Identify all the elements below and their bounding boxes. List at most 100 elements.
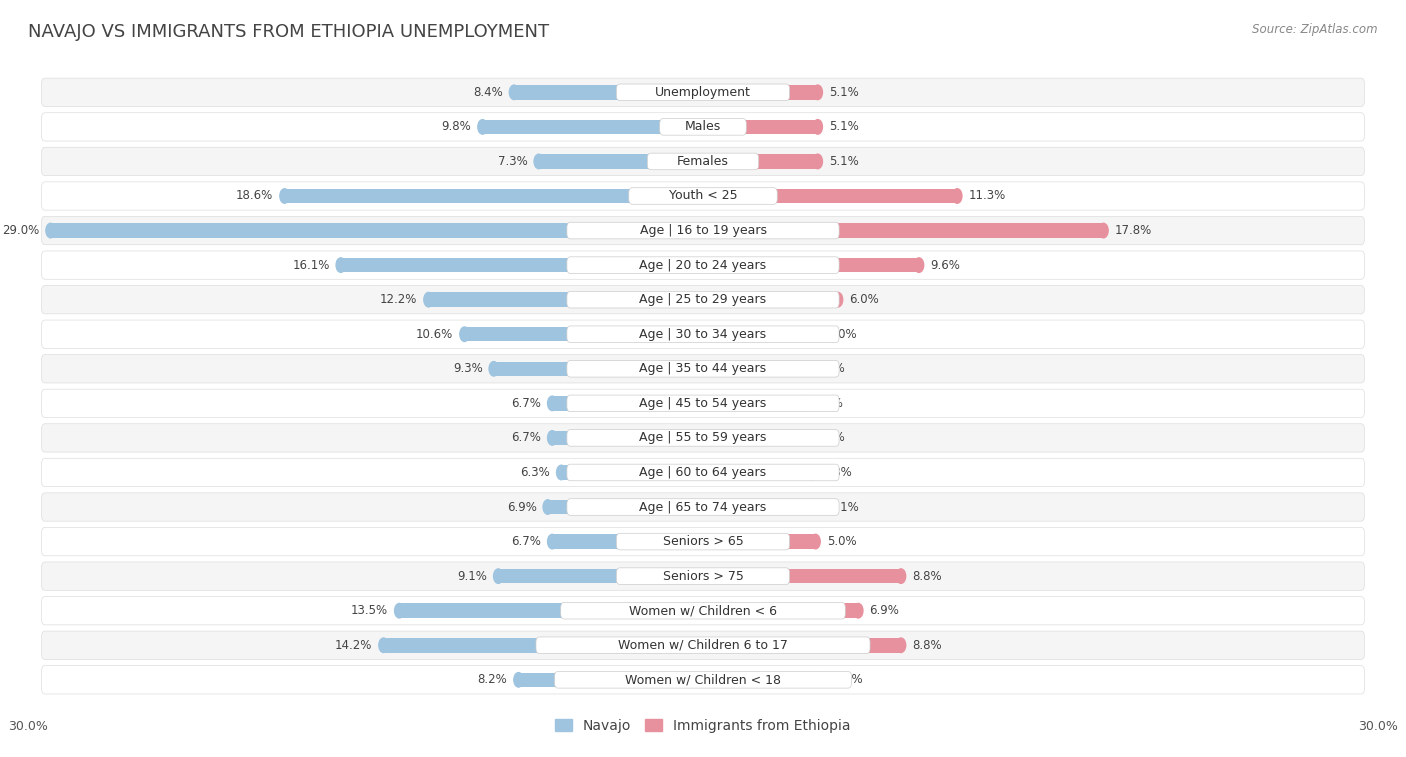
Text: 5.1%: 5.1% (830, 120, 859, 133)
Text: Age | 60 to 64 years: Age | 60 to 64 years (640, 466, 766, 479)
FancyBboxPatch shape (554, 671, 852, 688)
Text: 18.6%: 18.6% (236, 189, 273, 202)
Text: Youth < 25: Youth < 25 (669, 189, 737, 202)
Text: Age | 25 to 29 years: Age | 25 to 29 years (640, 293, 766, 306)
FancyBboxPatch shape (42, 493, 1364, 521)
Circle shape (797, 396, 807, 410)
FancyBboxPatch shape (616, 568, 790, 584)
Text: Males: Males (685, 120, 721, 133)
Text: NAVAJO VS IMMIGRANTS FROM ETHIOPIA UNEMPLOYMENT: NAVAJO VS IMMIGRANTS FROM ETHIOPIA UNEMP… (28, 23, 550, 41)
FancyBboxPatch shape (42, 528, 1364, 556)
FancyBboxPatch shape (42, 631, 1364, 659)
Text: 9.1%: 9.1% (457, 570, 486, 583)
FancyBboxPatch shape (42, 424, 1364, 452)
Circle shape (395, 603, 404, 618)
Circle shape (547, 534, 557, 549)
FancyBboxPatch shape (567, 464, 839, 481)
FancyBboxPatch shape (561, 603, 845, 619)
FancyBboxPatch shape (42, 78, 1364, 107)
Text: Women w/ Children 6 to 17: Women w/ Children 6 to 17 (619, 639, 787, 652)
Bar (553, 534, 703, 549)
Circle shape (817, 672, 827, 687)
Text: 10.6%: 10.6% (416, 328, 453, 341)
FancyBboxPatch shape (42, 251, 1364, 279)
Text: 9.3%: 9.3% (453, 363, 482, 375)
Text: 14.2%: 14.2% (335, 639, 373, 652)
Circle shape (280, 188, 290, 203)
Text: 5.1%: 5.1% (830, 86, 859, 99)
Bar (703, 638, 901, 653)
Circle shape (547, 431, 557, 445)
Circle shape (513, 672, 523, 687)
Bar (703, 500, 818, 514)
FancyBboxPatch shape (567, 360, 839, 377)
Circle shape (813, 154, 823, 169)
Circle shape (834, 292, 842, 307)
Circle shape (813, 120, 823, 134)
FancyBboxPatch shape (567, 257, 839, 273)
Text: 4.5%: 4.5% (815, 431, 845, 444)
Bar (284, 188, 703, 203)
Circle shape (1098, 223, 1108, 238)
Circle shape (509, 85, 519, 100)
Circle shape (914, 258, 924, 273)
Circle shape (811, 327, 820, 341)
Text: Women w/ Children < 18: Women w/ Children < 18 (626, 673, 780, 687)
Text: Seniors > 75: Seniors > 75 (662, 570, 744, 583)
Bar (703, 120, 818, 134)
Circle shape (489, 362, 499, 376)
Text: 5.1%: 5.1% (830, 155, 859, 168)
Bar (703, 672, 823, 687)
Bar (548, 500, 703, 514)
FancyBboxPatch shape (647, 153, 759, 170)
Bar (703, 154, 818, 169)
Circle shape (478, 120, 488, 134)
Bar (464, 327, 703, 341)
FancyBboxPatch shape (567, 326, 839, 342)
Bar (703, 466, 811, 480)
Bar (494, 362, 703, 376)
FancyBboxPatch shape (42, 665, 1364, 694)
FancyBboxPatch shape (567, 223, 839, 239)
FancyBboxPatch shape (42, 217, 1364, 245)
FancyBboxPatch shape (42, 285, 1364, 314)
Bar (703, 569, 901, 584)
FancyBboxPatch shape (536, 637, 870, 653)
Text: 6.0%: 6.0% (849, 293, 879, 306)
Text: 11.3%: 11.3% (969, 189, 1005, 202)
Bar (703, 431, 804, 445)
Bar (482, 120, 703, 134)
Text: Females: Females (678, 155, 728, 168)
FancyBboxPatch shape (42, 182, 1364, 210)
Circle shape (460, 327, 470, 341)
FancyBboxPatch shape (42, 597, 1364, 625)
Text: 8.4%: 8.4% (472, 86, 503, 99)
Circle shape (811, 534, 820, 549)
Bar (384, 638, 703, 653)
Circle shape (423, 292, 433, 307)
Text: 16.1%: 16.1% (292, 259, 329, 272)
Text: 29.0%: 29.0% (3, 224, 39, 237)
Bar (703, 85, 818, 100)
Circle shape (46, 223, 55, 238)
Circle shape (534, 154, 544, 169)
Circle shape (952, 188, 962, 203)
Circle shape (557, 466, 567, 480)
Text: Unemployment: Unemployment (655, 86, 751, 99)
Text: Age | 55 to 59 years: Age | 55 to 59 years (640, 431, 766, 444)
Text: Age | 65 to 74 years: Age | 65 to 74 years (640, 500, 766, 513)
Text: 6.3%: 6.3% (520, 466, 550, 479)
Text: 5.0%: 5.0% (827, 328, 856, 341)
Bar (703, 396, 801, 410)
Text: 8.8%: 8.8% (912, 639, 942, 652)
Text: Seniors > 65: Seniors > 65 (662, 535, 744, 548)
FancyBboxPatch shape (42, 562, 1364, 590)
Text: 13.5%: 13.5% (352, 604, 388, 617)
Text: 8.2%: 8.2% (478, 673, 508, 687)
FancyBboxPatch shape (42, 148, 1364, 176)
Bar (515, 85, 703, 100)
Text: 4.5%: 4.5% (815, 363, 845, 375)
FancyBboxPatch shape (42, 113, 1364, 141)
Text: 9.8%: 9.8% (441, 120, 471, 133)
Bar (703, 603, 858, 618)
